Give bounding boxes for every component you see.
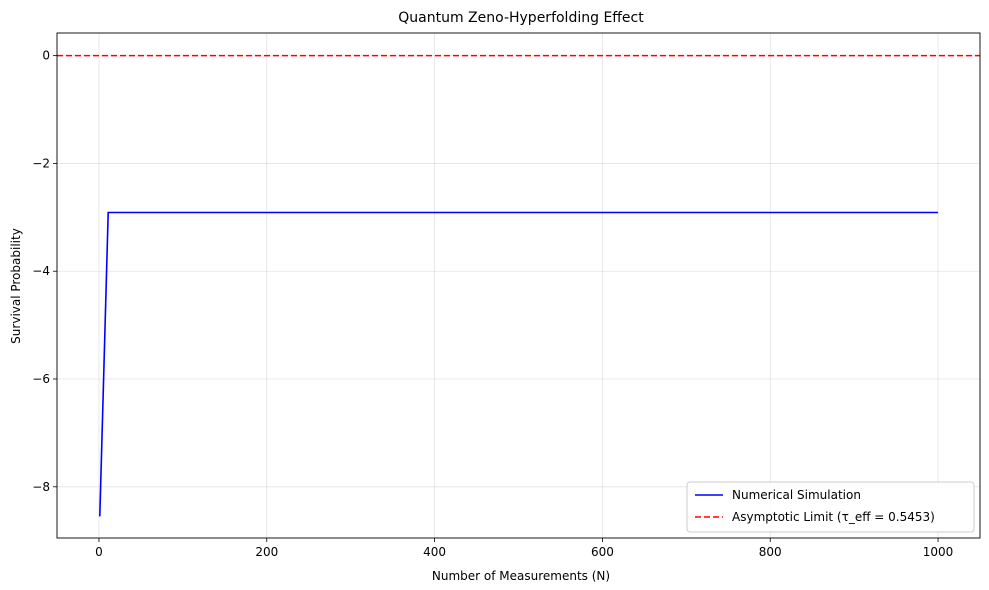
series-layer	[57, 54, 980, 517]
y-tick-label: −8	[32, 480, 50, 494]
y-tick-label: −2	[32, 156, 50, 170]
x-tick-label: 200	[255, 545, 278, 559]
x-tick-label: 600	[591, 545, 614, 559]
legend-entry-label: Numerical Simulation	[732, 488, 861, 502]
tick-layer: 0 200 400 600 800 1000 −8 −6 −4 −2 0	[32, 49, 953, 559]
legend-box	[686, 481, 975, 533]
x-tick-label: 1000	[923, 545, 954, 559]
y-tick-label: −6	[32, 372, 50, 386]
x-tick-label: 400	[423, 545, 446, 559]
simulation-line	[99, 211, 938, 517]
legend-entry-label: Asymptotic Limit (τ_eff = 0.5453)	[732, 510, 935, 524]
plot-area-frame	[56, 32, 981, 539]
y-tick-label: −4	[32, 264, 50, 278]
legend: Numerical Simulation Asymptotic Limit (τ_…	[686, 481, 975, 533]
y-tick-label: 0	[42, 49, 50, 63]
x-tick-label: 800	[759, 545, 782, 559]
chart-title: Quantum Zeno-Hyperfolding Effect	[398, 10, 644, 26]
x-tick-label: 0	[95, 545, 103, 559]
y-axis-label: Survival Probability	[9, 228, 23, 344]
x-axis-label: Number of Measurements (N)	[432, 569, 610, 583]
